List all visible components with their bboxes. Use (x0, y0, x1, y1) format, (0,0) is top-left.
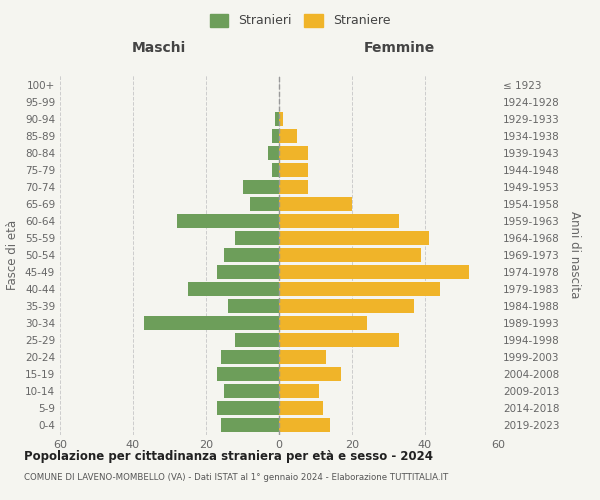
Bar (224, 384, 279, 398)
Bar (275, 112, 279, 126)
Bar (279, 214, 400, 228)
Bar (279, 248, 421, 262)
Bar (144, 316, 279, 330)
Bar (279, 418, 330, 432)
Bar (279, 164, 308, 177)
Bar (272, 130, 279, 143)
Bar (272, 164, 279, 177)
Y-axis label: Anni di nascita: Anni di nascita (568, 212, 581, 298)
Bar (235, 333, 279, 346)
Bar (279, 198, 352, 211)
Bar (221, 350, 279, 364)
Bar (268, 146, 279, 160)
Text: Maschi: Maschi (131, 41, 185, 55)
Bar (279, 299, 414, 312)
Bar (221, 418, 279, 432)
Bar (242, 180, 279, 194)
Y-axis label: Fasce di età: Fasce di età (7, 220, 19, 290)
Bar (177, 214, 279, 228)
Bar (217, 367, 279, 380)
Bar (279, 333, 400, 346)
Bar (279, 265, 469, 279)
Bar (279, 180, 308, 194)
Bar (279, 384, 319, 398)
Bar (279, 282, 440, 296)
Text: Femmine: Femmine (364, 41, 435, 55)
Bar (279, 112, 283, 126)
Bar (279, 401, 323, 414)
Bar (279, 130, 297, 143)
Text: Popolazione per cittadinanza straniera per età e sesso - 2024: Popolazione per cittadinanza straniera p… (24, 450, 433, 463)
Bar (279, 367, 341, 380)
Bar (279, 350, 326, 364)
Bar (188, 282, 279, 296)
Text: COMUNE DI LAVENO-MOMBELLO (VA) - Dati ISTAT al 1° gennaio 2024 - Elaborazione TU: COMUNE DI LAVENO-MOMBELLO (VA) - Dati IS… (24, 472, 448, 482)
Bar (228, 299, 279, 312)
Bar (279, 316, 367, 330)
Bar (279, 146, 308, 160)
Bar (224, 248, 279, 262)
Bar (250, 198, 279, 211)
Bar (217, 401, 279, 414)
Bar (279, 231, 428, 245)
Bar (235, 231, 279, 245)
Legend: Stranieri, Straniere: Stranieri, Straniere (205, 8, 395, 32)
Bar (217, 265, 279, 279)
